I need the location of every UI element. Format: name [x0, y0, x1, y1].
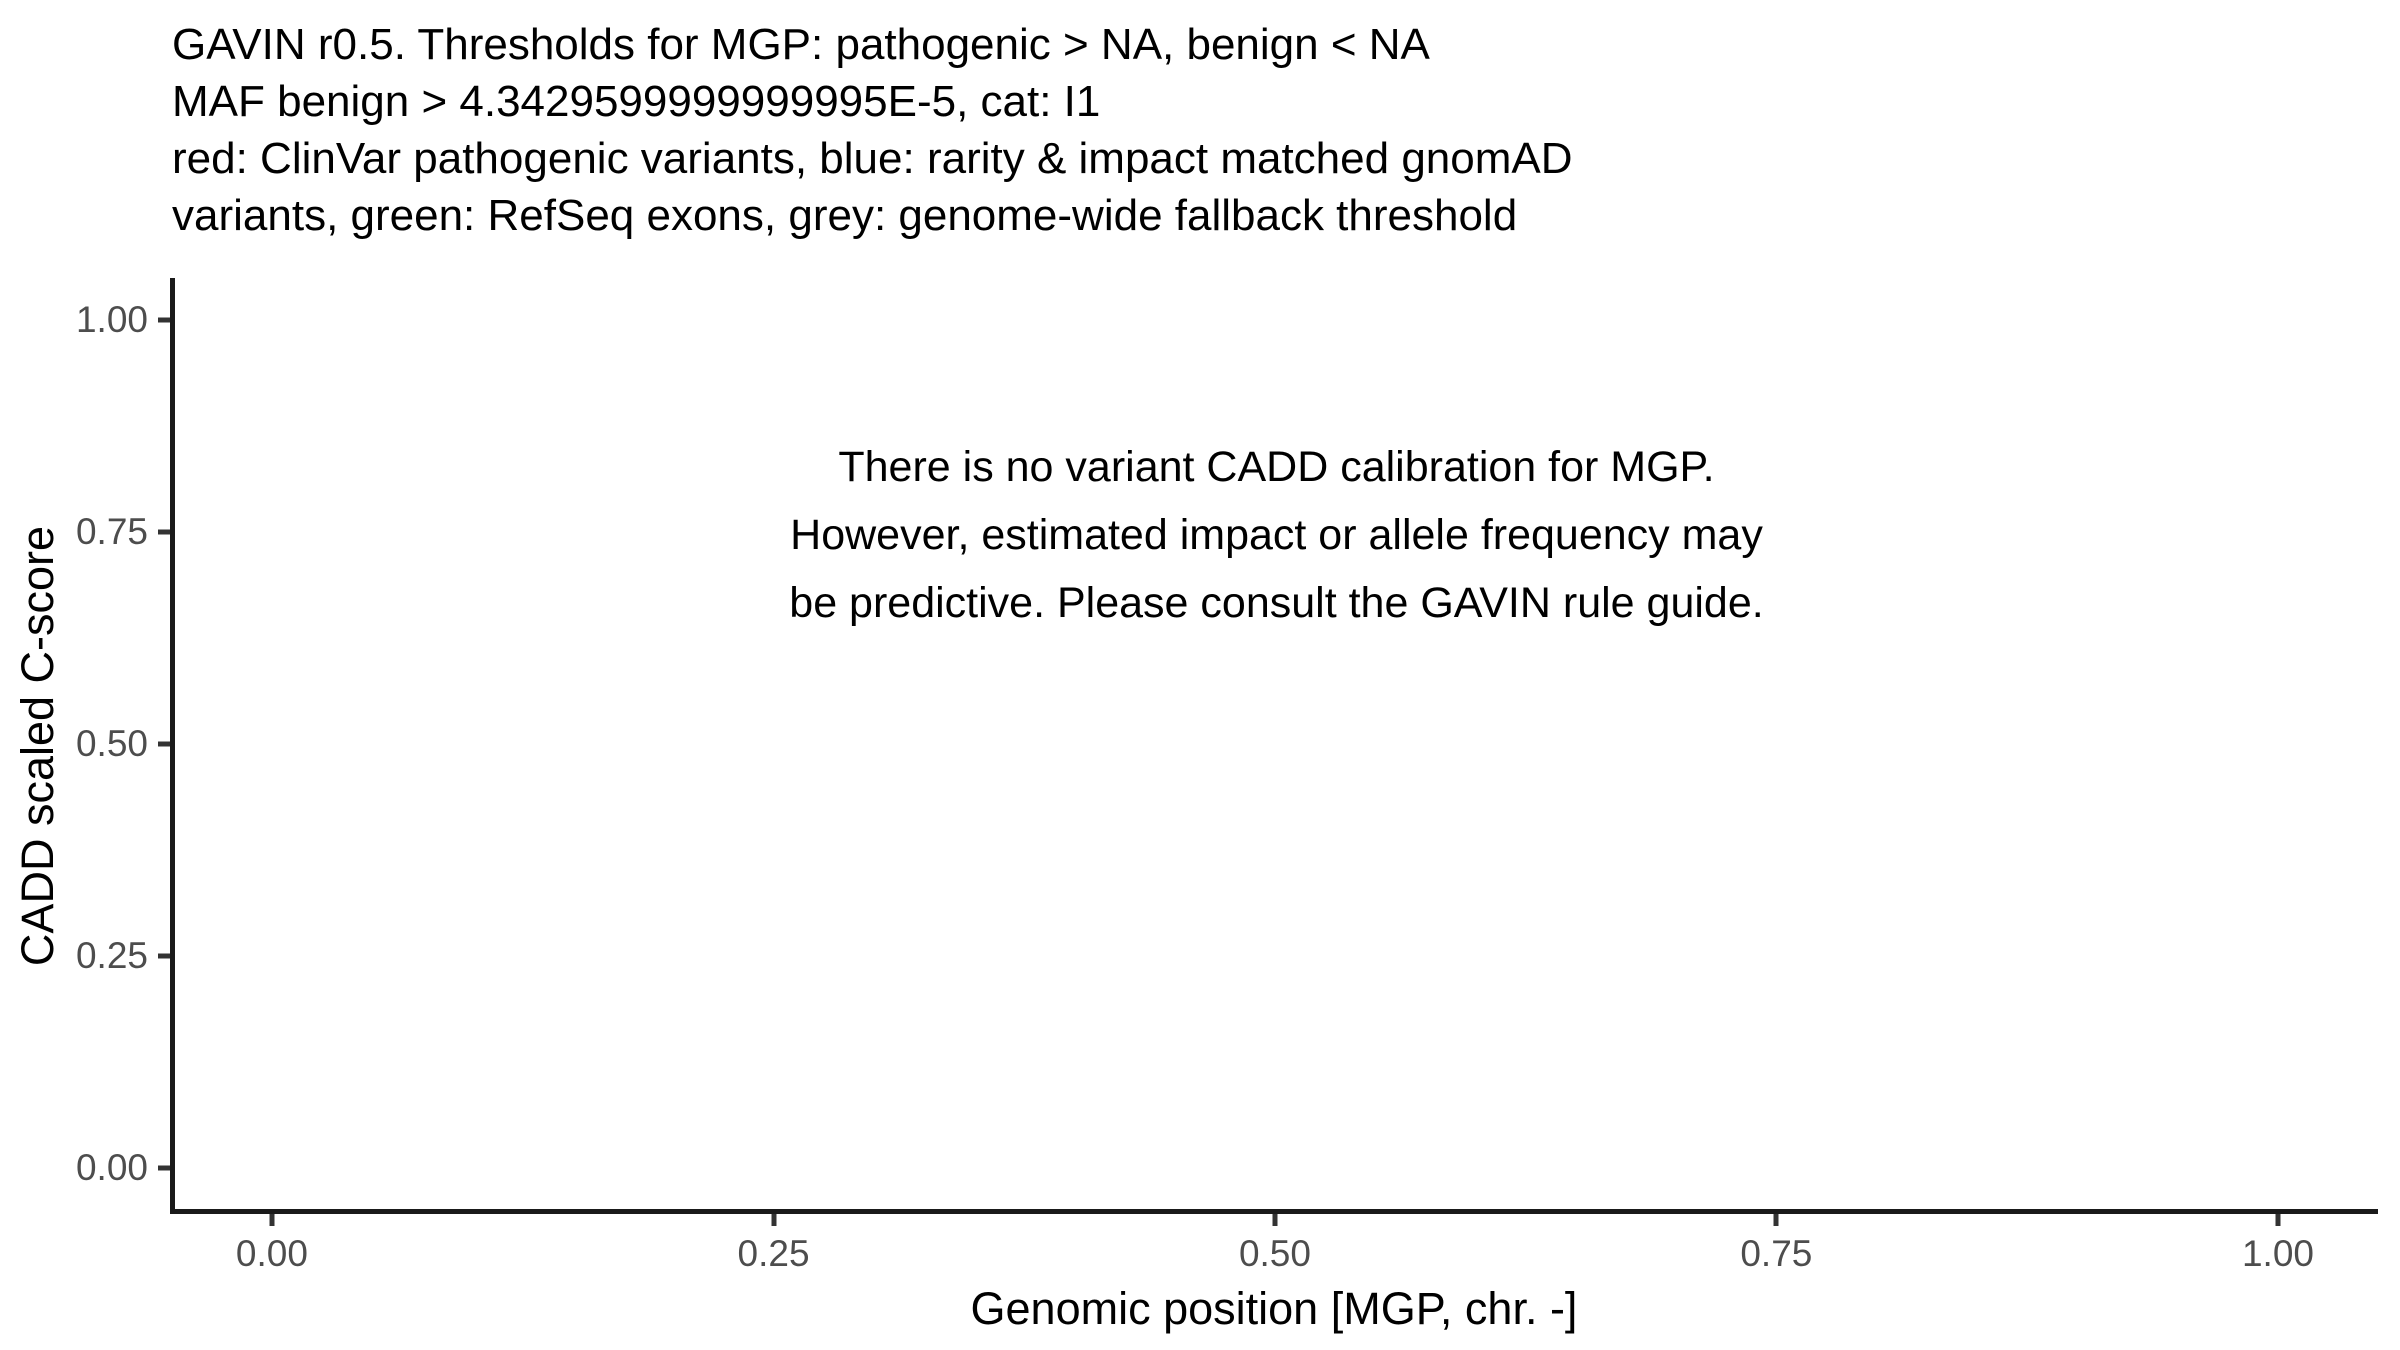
y-tick-mark: [158, 317, 170, 323]
y-tick-mark: [158, 1165, 170, 1171]
annotation-line-3: be predictive. Please consult the GAVIN …: [789, 579, 1764, 627]
plot-title: GAVIN r0.5. Thresholds for MGP: pathogen…: [172, 16, 1573, 244]
y-tick-mark: [158, 741, 170, 747]
annotation-line-1: There is no variant CADD calibration for…: [838, 443, 1715, 491]
y-tick-mark: [158, 953, 170, 959]
x-tick-mark: [269, 1214, 275, 1226]
x-tick-label: 0.25: [737, 1233, 810, 1274]
x-tick-label: 1.00: [2241, 1233, 2314, 1274]
y-tick-label: 0.50: [75, 722, 148, 764]
x-tick-label: 0.50: [1238, 1233, 1311, 1274]
y-tick-label: 0.25: [75, 935, 148, 977]
y-axis-title: CADD scaled C-score: [12, 525, 63, 967]
annotation-line-2: However, estimated impact or allele freq…: [790, 511, 1763, 559]
x-tick-mark: [1272, 1214, 1278, 1226]
plot-panel: There is no variant CADD calibration for…: [76, 278, 2378, 1274]
plot-title-line-2: MAF benign > 4.3429599999999995E-5, cat:…: [172, 77, 1101, 126]
plot-title-line-1: GAVIN r0.5. Thresholds for MGP: pathogen…: [172, 20, 1430, 69]
x-tick-label: 0.00: [235, 1233, 308, 1274]
x-tick-mark: [1773, 1214, 1779, 1226]
x-tick-label: 0.75: [1740, 1233, 1813, 1274]
y-tick-label: 1.00: [75, 298, 148, 340]
x-tick-mark: [2275, 1214, 2281, 1226]
y-tick-mark: [158, 529, 170, 535]
no-calibration-annotation: There is no variant CADD calibration for…: [175, 433, 2378, 637]
plot-title-line-4: variants, green: RefSeq exons, grey: gen…: [172, 191, 1518, 240]
plot-title-line-3: red: ClinVar pathogenic variants, blue: …: [172, 134, 1573, 183]
y-tick-label: 0.00: [75, 1147, 148, 1189]
x-tick-mark: [771, 1214, 777, 1226]
y-tick-label: 0.75: [75, 510, 148, 552]
x-axis-title: Genomic position [MGP, chr. -]: [970, 1283, 1578, 1334]
